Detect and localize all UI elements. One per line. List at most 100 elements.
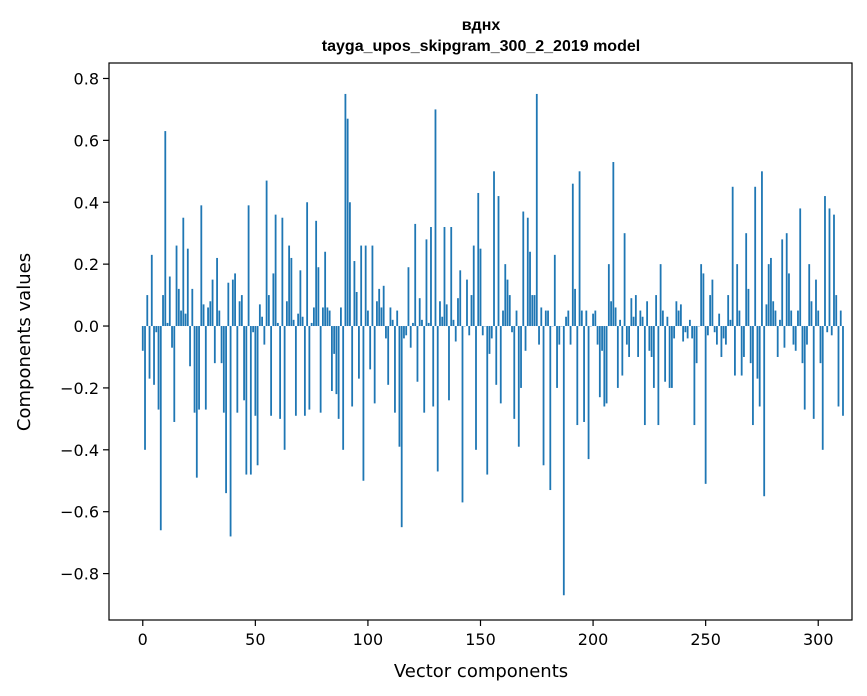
bar-98 bbox=[362, 326, 365, 481]
bar-251 bbox=[707, 326, 709, 336]
bar-261 bbox=[729, 319, 732, 327]
bar-172 bbox=[529, 251, 531, 327]
bar-246 bbox=[695, 326, 698, 364]
bar-20 bbox=[186, 248, 189, 327]
x-tick-label: 300 bbox=[803, 630, 834, 649]
bar-201 bbox=[594, 310, 597, 327]
bar-307 bbox=[833, 214, 835, 327]
bar-110 bbox=[389, 307, 392, 327]
y-tick-label: 0.2 bbox=[74, 255, 99, 274]
bar-179 bbox=[544, 310, 547, 327]
bar-192 bbox=[574, 288, 576, 327]
bar-157 bbox=[495, 326, 498, 385]
bar-0 bbox=[141, 326, 144, 351]
bar-88 bbox=[340, 307, 342, 327]
bar-147 bbox=[472, 245, 475, 327]
bar-295 bbox=[806, 326, 808, 345]
bar-258 bbox=[722, 326, 725, 339]
bar-271 bbox=[752, 326, 754, 426]
bar-93 bbox=[351, 326, 354, 407]
bar-214 bbox=[623, 233, 626, 327]
bar-227 bbox=[652, 326, 655, 388]
bar-207 bbox=[607, 264, 610, 327]
bar-224 bbox=[646, 301, 649, 327]
bar-87 bbox=[337, 326, 340, 419]
bar-200 bbox=[592, 313, 594, 327]
bar-231 bbox=[661, 310, 664, 327]
plot-frame bbox=[108, 62, 853, 621]
bar-289 bbox=[792, 326, 795, 345]
x-axis-label: Vector components bbox=[394, 661, 568, 682]
bar-205 bbox=[603, 326, 606, 407]
bar-131 bbox=[436, 326, 439, 472]
bar-169 bbox=[522, 211, 525, 327]
bar-211 bbox=[616, 326, 619, 388]
bar-1 bbox=[144, 326, 146, 450]
bar-264 bbox=[736, 264, 739, 327]
bar-304 bbox=[826, 326, 829, 333]
bar-220 bbox=[637, 326, 640, 357]
bar-146 bbox=[470, 295, 473, 327]
bar-241 bbox=[684, 326, 687, 333]
bar-138 bbox=[452, 319, 455, 327]
bar-54 bbox=[263, 326, 266, 345]
bar-150 bbox=[479, 248, 482, 327]
bar-237 bbox=[675, 301, 678, 327]
bar-2 bbox=[146, 295, 149, 327]
bar-301 bbox=[819, 326, 822, 364]
bar-164 bbox=[511, 326, 513, 333]
bar-244 bbox=[691, 326, 694, 339]
bar-125 bbox=[423, 326, 426, 413]
bar-39 bbox=[229, 326, 232, 537]
bar-181 bbox=[549, 326, 552, 491]
bar-91 bbox=[346, 118, 349, 327]
x-tick-label: 0 bbox=[138, 630, 148, 649]
bar-27 bbox=[202, 304, 205, 327]
bar-149 bbox=[477, 192, 480, 327]
bar-196 bbox=[583, 326, 585, 422]
bar-171 bbox=[526, 217, 529, 327]
bar-31 bbox=[211, 279, 214, 327]
bar-276 bbox=[763, 326, 766, 497]
bar-113 bbox=[396, 310, 399, 327]
bar-68 bbox=[294, 326, 297, 416]
bar-132 bbox=[439, 301, 441, 327]
bar-53 bbox=[261, 316, 263, 327]
bar-236 bbox=[673, 326, 676, 339]
y-axis-label: Components values bbox=[14, 253, 35, 431]
bar-193 bbox=[576, 326, 579, 426]
bar-161 bbox=[504, 264, 507, 327]
bar-191 bbox=[571, 183, 574, 327]
x-tick-label: 250 bbox=[690, 630, 721, 649]
bar-300 bbox=[817, 310, 820, 327]
bar-248 bbox=[700, 264, 703, 327]
bar-204 bbox=[601, 326, 603, 351]
bar-95 bbox=[355, 291, 358, 327]
bar-297 bbox=[810, 301, 813, 327]
bar-30 bbox=[209, 301, 212, 327]
bar-142 bbox=[461, 326, 464, 503]
bar-160 bbox=[502, 310, 504, 327]
bar-140 bbox=[457, 298, 459, 327]
bar-299 bbox=[815, 279, 817, 327]
bar-105 bbox=[378, 288, 381, 327]
bar-280 bbox=[772, 301, 775, 327]
bar-268 bbox=[745, 233, 748, 327]
bar-42 bbox=[236, 326, 239, 413]
bar-79 bbox=[319, 326, 322, 413]
bar-75 bbox=[310, 322, 313, 327]
bar-229 bbox=[657, 326, 660, 426]
bar-26 bbox=[200, 205, 203, 327]
bar-70 bbox=[299, 270, 302, 327]
bar-253 bbox=[711, 279, 714, 327]
bar-6 bbox=[155, 326, 158, 333]
bar-208 bbox=[610, 301, 612, 327]
bar-257 bbox=[720, 326, 723, 357]
bar-77 bbox=[315, 220, 318, 327]
bar-198 bbox=[587, 326, 590, 460]
bar-14 bbox=[173, 326, 176, 422]
bar-126 bbox=[425, 239, 428, 327]
bar-249 bbox=[702, 273, 705, 327]
bar-117 bbox=[405, 326, 408, 336]
bar-302 bbox=[821, 326, 824, 450]
